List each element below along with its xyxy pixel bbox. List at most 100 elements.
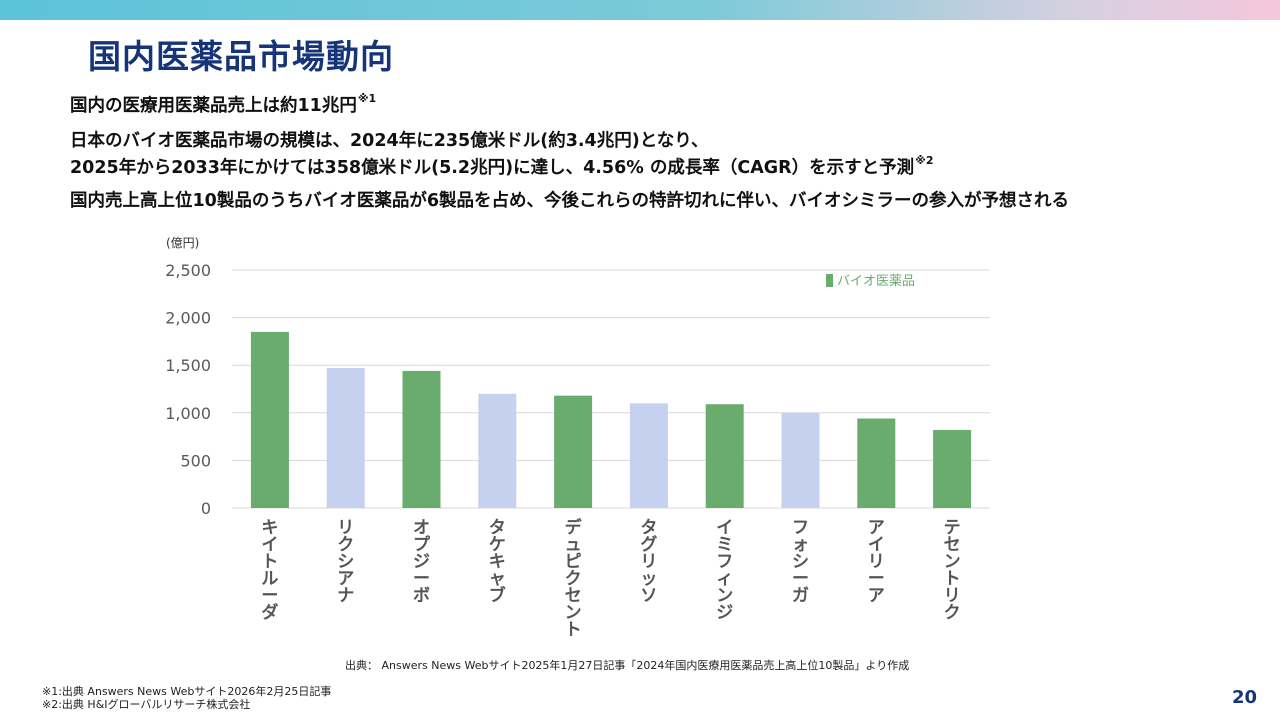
- y-tick-label: 1,000: [165, 404, 211, 423]
- x-tick-char: セ: [565, 586, 582, 606]
- x-tick-char: キ: [489, 552, 506, 572]
- x-tick-char: ト: [261, 552, 278, 572]
- x-tick-char: ア: [337, 569, 354, 589]
- page-number: 20: [1232, 687, 1258, 708]
- y-tick-label: 2,500: [165, 261, 211, 280]
- x-tick-char: キ: [261, 518, 278, 538]
- x-tick-char: イ: [868, 535, 885, 555]
- bullet-bio-market: 日本のバイオ医薬品市場の規模は、2024年に235億米ドル(約3.4兆円)となり…: [70, 130, 933, 179]
- x-tick-char: タ: [489, 518, 506, 538]
- x-tick-char: フ: [716, 552, 733, 572]
- y-axis-ticks: 0 500 1,000 1,500 2,000 2,500: [165, 261, 211, 518]
- x-tick-char: テ: [944, 518, 961, 538]
- x-tick-char: ン: [565, 603, 582, 623]
- x-tick-char: シ: [337, 552, 354, 572]
- bullet-top10-products: 国内売上高上位10製品のうちバイオ医薬品が6製品を占め、今後これらの特許切れに伴…: [70, 191, 1070, 211]
- x-tick-char: ー: [413, 569, 430, 589]
- footnote-1: ※1:出典 Answers News Webサイト2026年2月25日記事: [42, 685, 332, 698]
- x-tick-char: タ: [640, 518, 657, 538]
- bar-6: [629, 403, 668, 508]
- bullet-bio-market-line2: 2025年から2033年にかけては358億米ドル(5.2兆円)に達し、4.56%…: [70, 157, 915, 178]
- bar-9: [857, 418, 896, 508]
- x-tick-char: ボ: [413, 586, 430, 606]
- x-tick-char: シ: [792, 552, 809, 572]
- x-tick-char: ジ: [413, 552, 430, 572]
- bar-3: [402, 370, 441, 508]
- x-tick-char: グ: [640, 534, 657, 555]
- slide-title: 国内医薬品市場動向: [88, 37, 394, 76]
- footnotes: ※1:出典 Answers News Webサイト2026年2月25日記事 ※2…: [42, 685, 331, 711]
- x-tick-char: ク: [337, 535, 354, 555]
- x-tick-char: ー: [261, 586, 278, 606]
- footnote-ref-1: ※1: [357, 92, 377, 105]
- x-tick-char: ジ: [716, 603, 733, 623]
- x-tick-char: プ: [413, 534, 431, 555]
- x-tick-char: セ: [944, 535, 961, 555]
- x-tick-char: ク: [944, 603, 961, 623]
- x-tick-char: ナ: [337, 586, 354, 606]
- x-tick-char: リ: [944, 586, 961, 606]
- x-tick-char: ォ: [792, 535, 809, 555]
- y-tick-label: 0: [201, 499, 211, 518]
- x-tick-char: ケ: [489, 535, 506, 555]
- x-tick-char: ー: [868, 569, 885, 589]
- x-tick-char: ン: [944, 552, 961, 572]
- x-tick-char: ト: [565, 620, 582, 640]
- y-tick-label: 500: [180, 451, 211, 470]
- x-tick-char: ガ: [792, 586, 809, 606]
- x-axis-labels: キイトルーダリクシアナオプジーボタケキャブデュピクセントタグリッソイミフィンジフ…: [261, 517, 960, 640]
- x-tick-char: デ: [565, 517, 583, 538]
- y-tick-label: 2,000: [165, 309, 211, 328]
- x-tick-char: ア: [868, 518, 885, 538]
- x-tick-char: イ: [261, 535, 278, 555]
- x-tick-char: ン: [716, 586, 733, 606]
- bar-10: [933, 429, 972, 508]
- x-tick-char: リ: [337, 518, 354, 538]
- x-tick-char: ア: [868, 586, 885, 606]
- bar-5: [554, 395, 593, 508]
- x-tick-char: ィ: [716, 569, 733, 589]
- chart-source: 出典： Answers News Webサイト2025年1月27日記事「2024…: [345, 659, 910, 672]
- x-tick-char: ー: [792, 569, 809, 589]
- bar-7: [705, 404, 744, 508]
- x-tick-char: ミ: [716, 535, 733, 555]
- bullet-domestic-sales-text: 国内の医療用医薬品売上は約11兆円: [70, 95, 357, 116]
- bullet-bio-market-line1: 日本のバイオ医薬品市場の規模は、2024年に235億米ドル(約3.4兆円)となり…: [70, 131, 709, 151]
- y-tick-label: 1,500: [165, 356, 211, 375]
- x-tick-char: ャ: [489, 569, 506, 589]
- x-tick-char: ピ: [565, 552, 582, 572]
- bar-2: [326, 368, 365, 508]
- bar-8: [781, 412, 820, 508]
- x-tick-char: ル: [261, 569, 278, 589]
- footnote-ref-2: ※2: [915, 154, 934, 167]
- legend-label-bio: バイオ医薬品: [837, 274, 915, 289]
- x-tick-char: ダ: [261, 602, 278, 623]
- x-tick-char: ト: [944, 569, 961, 589]
- x-tick-char: フ: [792, 518, 809, 538]
- bars: [250, 331, 972, 508]
- x-tick-char: ソ: [640, 586, 657, 606]
- top-gradient-band: [0, 0, 1280, 20]
- y-axis-unit-label: (億円): [166, 236, 199, 250]
- x-tick-char: ッ: [640, 569, 657, 589]
- x-tick-char: ク: [565, 569, 582, 589]
- legend-swatch-bio: [826, 274, 833, 287]
- x-tick-char: ュ: [565, 535, 582, 555]
- bullet-domestic-sales: 国内の医療用医薬品売上は約11兆円※1: [70, 90, 376, 117]
- x-tick-char: ブ: [489, 585, 506, 606]
- x-tick-char: リ: [868, 552, 885, 572]
- bar-1: [250, 331, 289, 508]
- x-tick-char: イ: [716, 518, 733, 538]
- x-tick-char: リ: [640, 552, 657, 572]
